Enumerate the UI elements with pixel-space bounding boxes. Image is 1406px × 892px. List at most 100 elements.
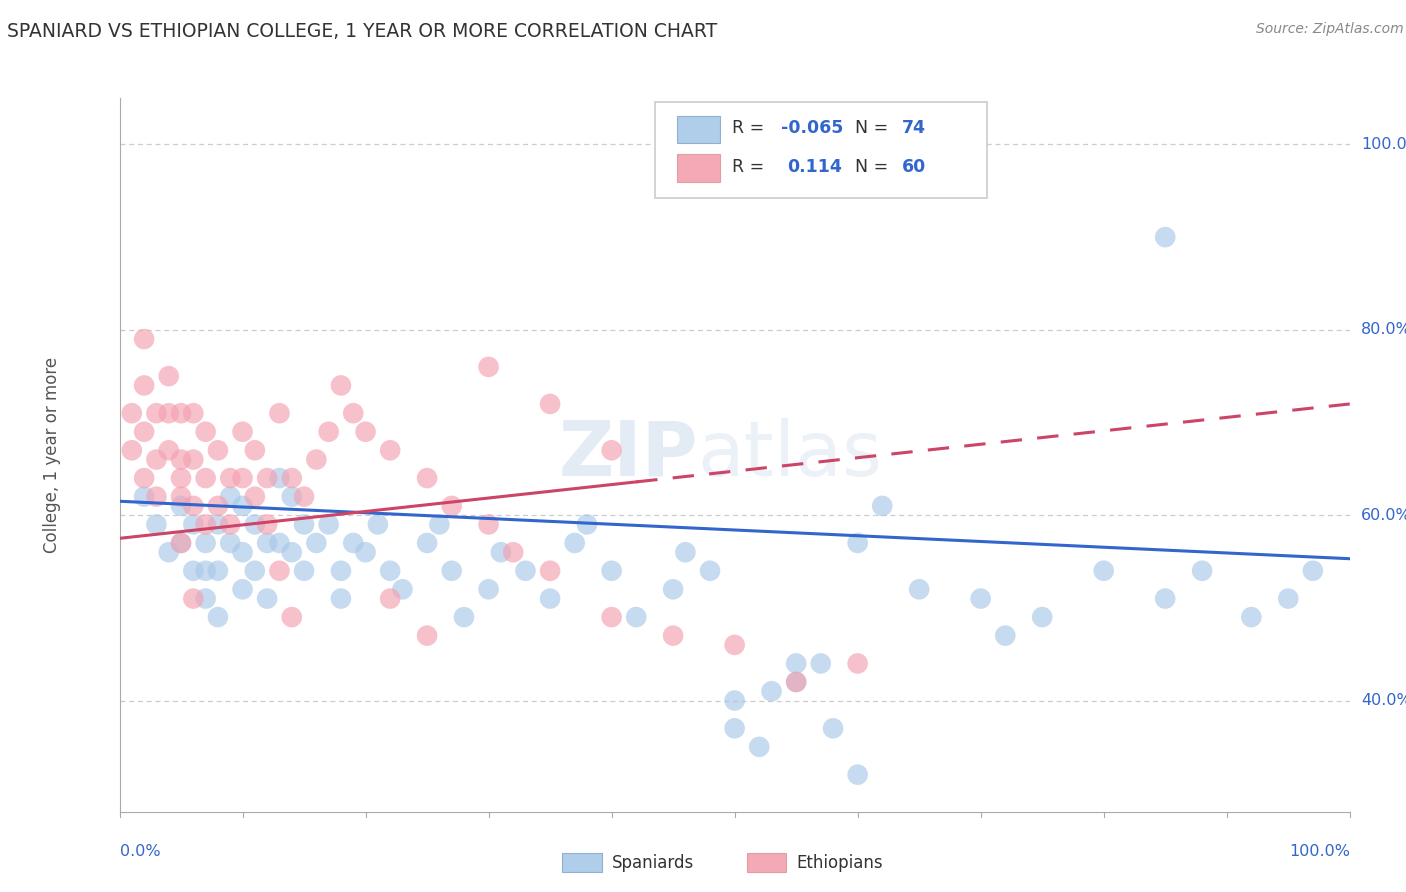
Point [281, 471, 304, 485]
Point [183, 406, 205, 420]
Text: 40.0%: 40.0% [1361, 693, 1406, 708]
Text: 0.0%: 0.0% [120, 844, 160, 859]
Point [243, 490, 266, 504]
Point [538, 397, 561, 411]
Point [157, 369, 180, 384]
Point [207, 499, 229, 513]
Point [908, 582, 931, 597]
Text: College, 1 year or more: College, 1 year or more [42, 357, 60, 553]
Point [662, 582, 685, 597]
Point [170, 452, 193, 467]
Point [121, 443, 143, 458]
Text: 100.0%: 100.0% [1289, 844, 1350, 859]
Point [821, 721, 844, 735]
Point [183, 517, 205, 532]
Point [269, 471, 291, 485]
FancyBboxPatch shape [676, 116, 720, 143]
Point [600, 564, 623, 578]
Text: 100.0%: 100.0% [1361, 137, 1406, 152]
Point [675, 545, 697, 559]
Point [170, 536, 193, 550]
Point [970, 591, 993, 606]
Point [846, 657, 869, 671]
Point [515, 564, 537, 578]
Point [269, 536, 291, 550]
Point [538, 591, 561, 606]
Text: -0.065: -0.065 [782, 120, 844, 137]
Text: R =: R = [733, 159, 770, 177]
Point [207, 564, 229, 578]
Point [453, 610, 475, 624]
Point [207, 517, 229, 532]
Point [318, 425, 340, 439]
Point [994, 629, 1017, 643]
Point [194, 517, 217, 532]
Point [305, 452, 328, 467]
Point [281, 490, 304, 504]
Point [380, 564, 402, 578]
Text: ZIP: ZIP [558, 418, 697, 491]
Point [194, 591, 217, 606]
Point [477, 582, 501, 597]
Point [391, 582, 413, 597]
Point [207, 443, 229, 458]
Point [269, 564, 291, 578]
Point [231, 545, 254, 559]
Point [256, 517, 278, 532]
Text: R =: R = [733, 120, 770, 137]
Point [194, 536, 217, 550]
Point [194, 564, 217, 578]
Point [121, 406, 143, 420]
Point [846, 536, 869, 550]
Point [477, 359, 501, 374]
Point [132, 490, 156, 504]
Point [1191, 564, 1213, 578]
Point [810, 657, 832, 671]
Point [329, 564, 352, 578]
Text: SPANIARD VS ETHIOPIAN COLLEGE, 1 YEAR OR MORE CORRELATION CHART: SPANIARD VS ETHIOPIAN COLLEGE, 1 YEAR OR… [7, 22, 717, 41]
Text: Source: ZipAtlas.com: Source: ZipAtlas.com [1256, 22, 1403, 37]
Point [219, 471, 242, 485]
Point [292, 490, 315, 504]
Point [427, 517, 450, 532]
Point [489, 545, 512, 559]
FancyBboxPatch shape [747, 853, 786, 872]
Point [785, 657, 807, 671]
Point [243, 443, 266, 458]
Point [329, 591, 352, 606]
Point [600, 610, 623, 624]
Point [748, 739, 770, 754]
FancyBboxPatch shape [655, 102, 987, 198]
Point [1092, 564, 1115, 578]
Point [600, 443, 623, 458]
Point [231, 499, 254, 513]
Point [170, 536, 193, 550]
Point [145, 490, 167, 504]
Point [132, 332, 156, 346]
Point [256, 471, 278, 485]
Point [1240, 610, 1263, 624]
Point [477, 517, 501, 532]
Point [318, 517, 340, 532]
Point [157, 545, 180, 559]
Point [194, 425, 217, 439]
Text: 60: 60 [903, 159, 927, 177]
Point [145, 406, 167, 420]
Point [145, 452, 167, 467]
Text: 0.114: 0.114 [787, 159, 842, 177]
Text: Ethiopians: Ethiopians [796, 855, 883, 872]
Point [1154, 230, 1177, 244]
FancyBboxPatch shape [676, 154, 720, 182]
Point [416, 471, 439, 485]
Point [170, 490, 193, 504]
Text: 60.0%: 60.0% [1361, 508, 1406, 523]
Point [170, 406, 193, 420]
Point [785, 675, 807, 690]
Text: 80.0%: 80.0% [1361, 322, 1406, 337]
Text: 74: 74 [903, 120, 927, 137]
Point [416, 629, 439, 643]
Point [723, 693, 745, 707]
Point [170, 499, 193, 513]
Point [723, 721, 745, 735]
Point [281, 610, 304, 624]
